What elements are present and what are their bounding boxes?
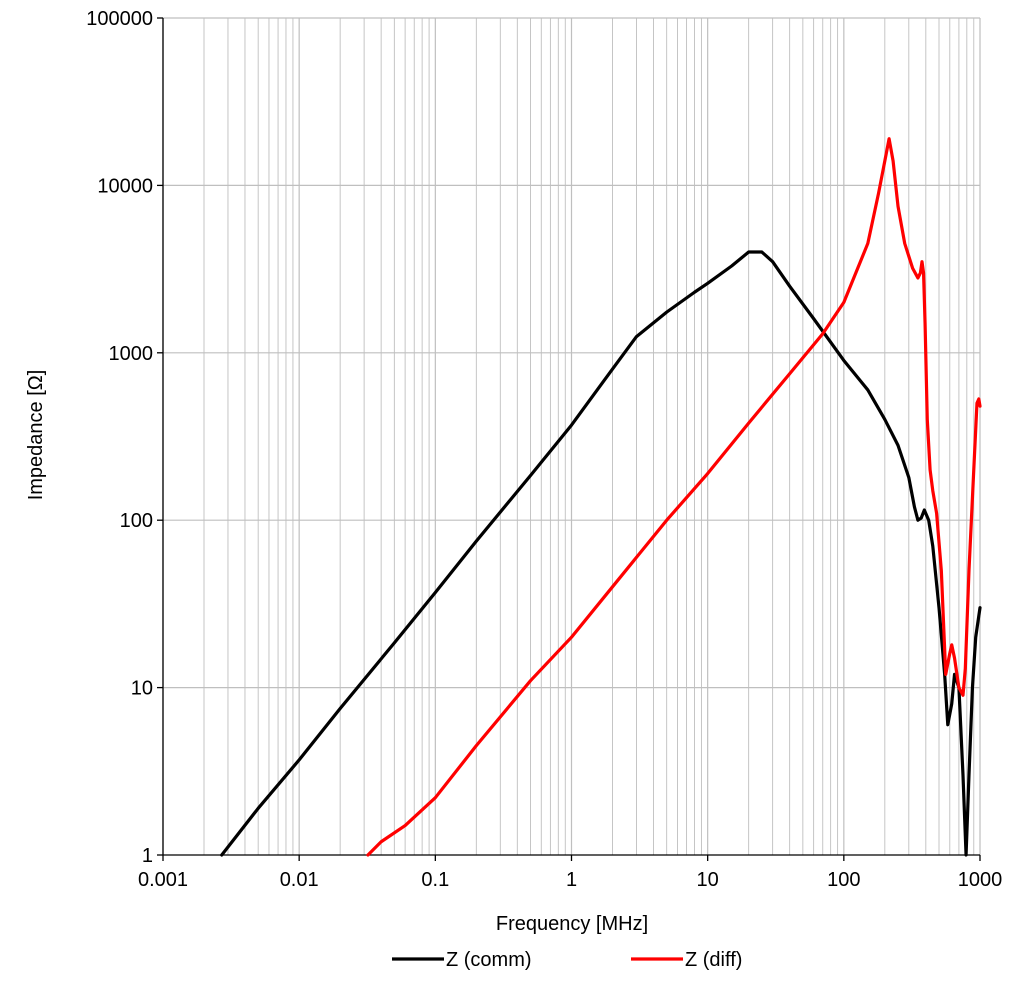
series-line-comm bbox=[220, 250, 982, 857]
x-tick-label: 1 bbox=[566, 869, 577, 891]
series-layer bbox=[220, 137, 982, 857]
x-tick-label: 0.001 bbox=[138, 869, 188, 891]
y-tick-label: 100000 bbox=[86, 8, 153, 30]
x-tick-label: 0.1 bbox=[421, 869, 449, 891]
grid-layer bbox=[162, 17, 981, 855]
legend: Z (comm) Z (diff) bbox=[392, 949, 742, 971]
x-tick-label: 0.01 bbox=[280, 869, 319, 891]
x-tick-label: 10 bbox=[697, 869, 719, 891]
x-tick-label: 1000 bbox=[958, 869, 1003, 891]
labels-layer: 0.001 0.01 0.1 1 10 100 1000 1 10 100 1000 10000 100… bbox=[86, 8, 1002, 891]
y-tick-label: 10 bbox=[131, 678, 153, 700]
legend-label-comm: Z (comm) bbox=[446, 949, 532, 971]
x-axis-title: Frequency [MHz] bbox=[496, 913, 648, 935]
y-tick-label: 1000 bbox=[109, 343, 154, 365]
axes-layer bbox=[157, 17, 981, 861]
y-tick-label: 100 bbox=[120, 510, 153, 532]
y-tick-label: 10000 bbox=[97, 175, 153, 197]
y-tick-label: 1 bbox=[142, 845, 153, 867]
legend-label-diff: Z (diff) bbox=[685, 949, 742, 971]
x-tick-label: 100 bbox=[827, 869, 860, 891]
y-axis-title: Impedance [Ω] bbox=[25, 370, 47, 501]
series-line-diff bbox=[366, 137, 982, 857]
